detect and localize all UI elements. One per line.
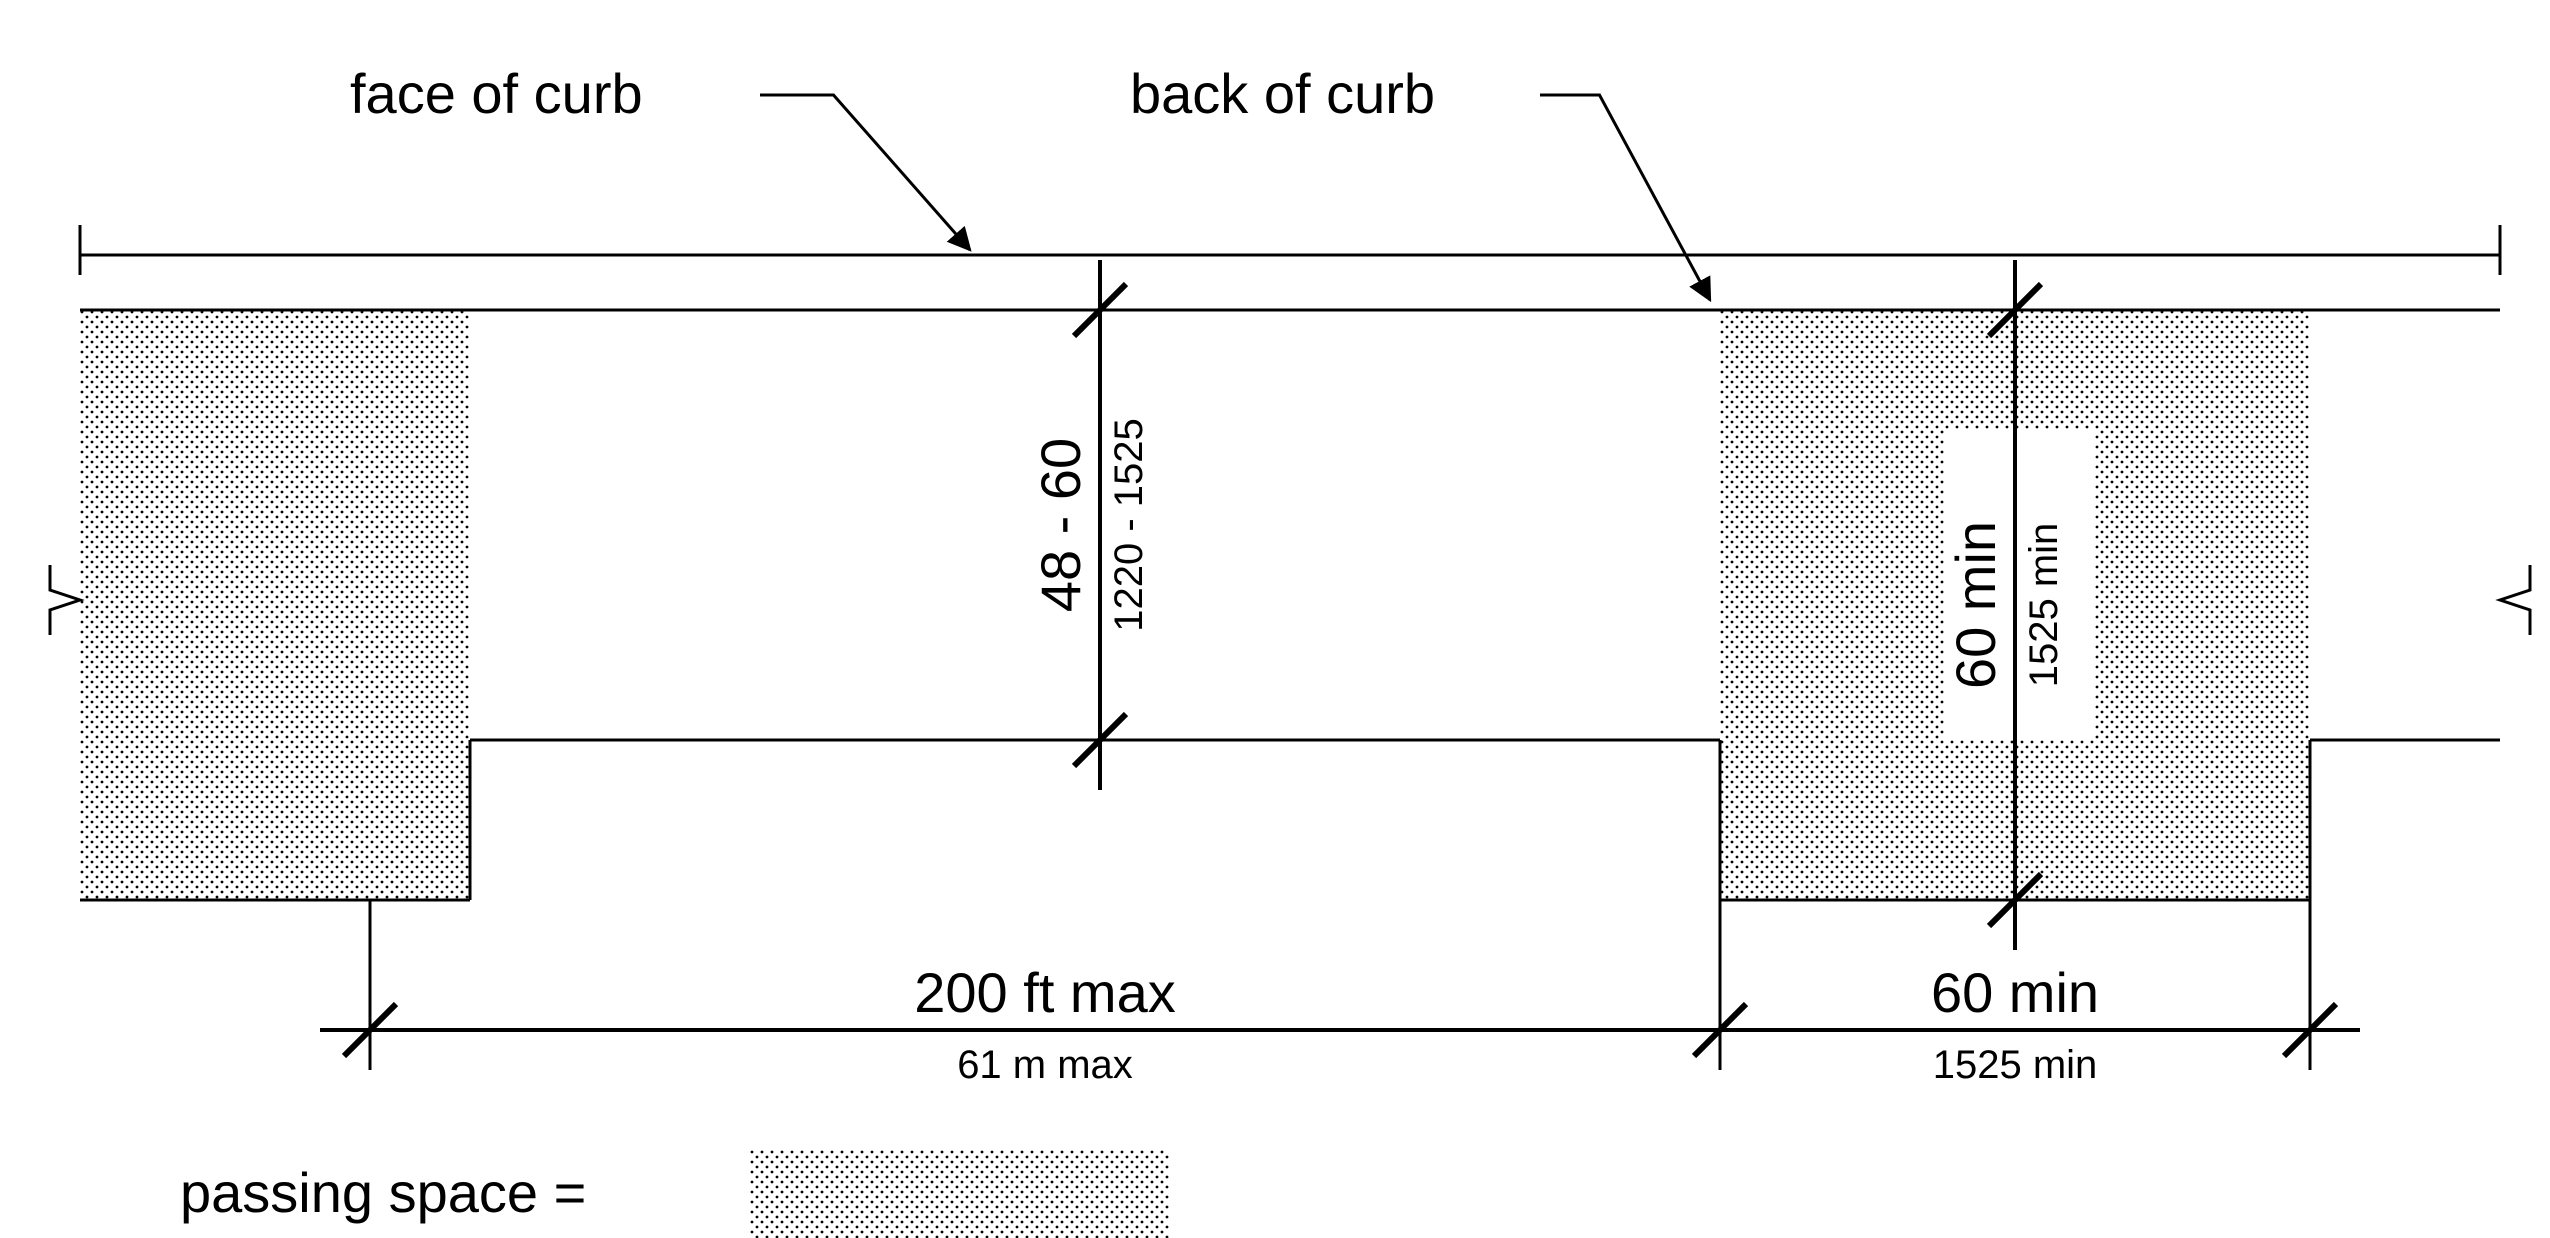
dim-passing-width-sub: 1525 min [2022,523,2066,688]
back-of-curb-leader [1540,95,1710,300]
legend-label: passing space = [180,1161,586,1224]
dim-walk-width-sub: 1220 - 1525 [1107,418,1151,632]
back-of-curb-label: back of curb [1130,62,1435,125]
dim-interval-main: 200 ft max [914,961,1175,1024]
dim-passing-len-main: 60 min [1931,961,2099,1024]
passing-space-left [80,310,470,900]
legend-swatch [750,1150,1170,1238]
face-of-curb-label: face of curb [350,62,643,125]
dim-passing-len-sub: 1525 min [1933,1043,2098,1087]
dim-walk-width-main: 48 - 60 [1029,438,1092,612]
dim-passing-width-main: 60 min [1944,521,2007,689]
dim-interval-sub: 61 m max [957,1043,1133,1087]
face-of-curb-leader [760,95,970,250]
